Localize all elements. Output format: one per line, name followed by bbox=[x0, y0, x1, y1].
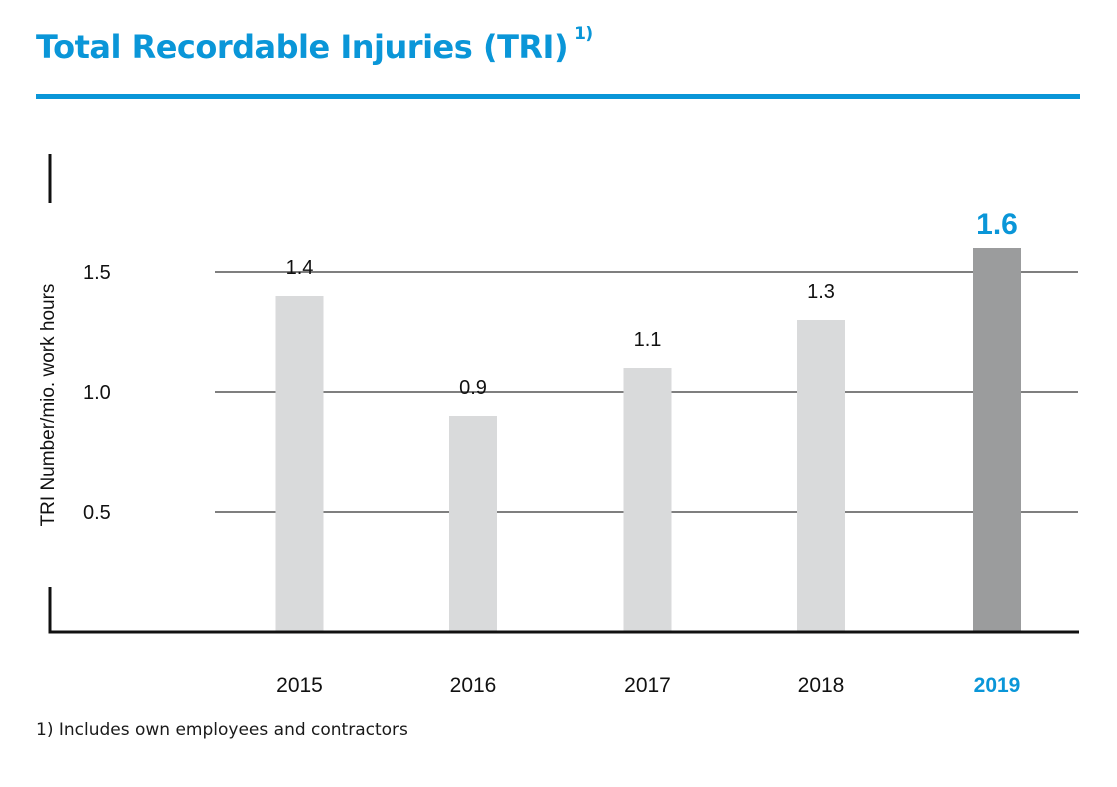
value-label-2015: 1.4 bbox=[286, 257, 314, 279]
y-tick-label: 1.0 bbox=[83, 382, 111, 404]
bar-2018 bbox=[797, 320, 845, 632]
x-tick-label-2017: 2017 bbox=[624, 674, 671, 697]
title-divider bbox=[36, 94, 1080, 99]
y-axis-label: TRI Number/mio. work hours bbox=[38, 284, 59, 527]
x-tick-label-2015: 2015 bbox=[276, 674, 323, 697]
chart-title-text: Total Recordable Injuries (TRI) bbox=[36, 28, 569, 66]
value-label-2018: 1.3 bbox=[807, 281, 835, 303]
footnote: 1) Includes own employees and contractor… bbox=[36, 720, 408, 740]
bars bbox=[275, 248, 1021, 632]
value-label-2016: 0.9 bbox=[459, 377, 487, 399]
value-label-2017: 1.1 bbox=[634, 329, 662, 351]
chart-title: Total Recordable Injuries (TRI) 1) bbox=[36, 24, 593, 66]
x-tick-label-2018: 2018 bbox=[798, 674, 845, 697]
y-tick-label: 1.5 bbox=[83, 262, 111, 284]
bar-2015 bbox=[275, 296, 324, 632]
bar-2017 bbox=[623, 368, 672, 632]
bar-2019 bbox=[973, 248, 1021, 632]
value-label-2019: 1.6 bbox=[976, 208, 1018, 241]
value-labels: 1.4 0.9 1.1 1.3 1.6 bbox=[286, 208, 1018, 399]
x-tick-labels: 2015 2016 2017 2018 2019 bbox=[276, 674, 1020, 697]
title-footnote-marker: 1) bbox=[574, 24, 593, 44]
axes bbox=[48, 154, 1079, 634]
y-tick-label: 0.5 bbox=[83, 502, 111, 524]
bar-2016 bbox=[449, 416, 497, 632]
x-tick-label-2016: 2016 bbox=[450, 674, 497, 697]
y-tick-labels: 0.5 1.0 1.5 bbox=[83, 262, 111, 524]
x-tick-label-2019: 2019 bbox=[974, 674, 1021, 697]
